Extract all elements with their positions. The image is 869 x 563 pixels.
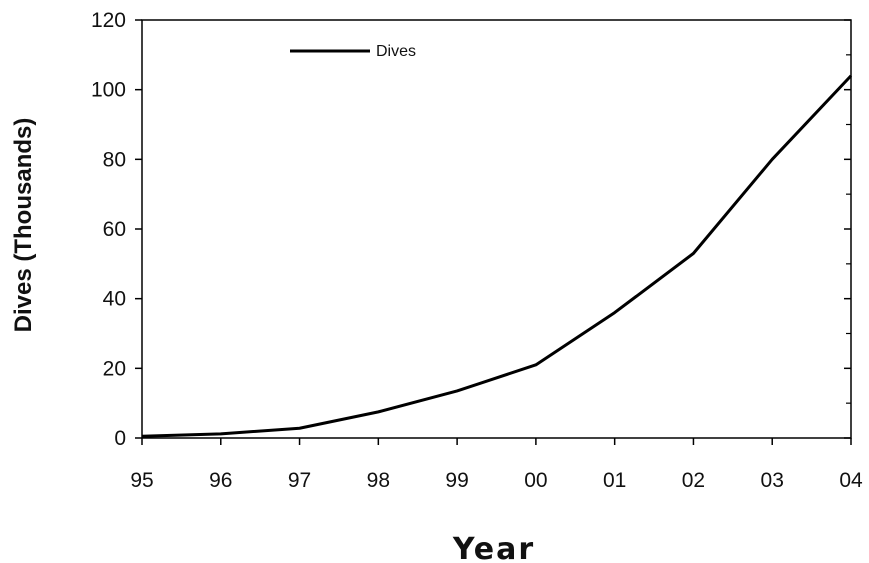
plot-frame	[141, 19, 852, 439]
series-layer	[141, 74, 853, 438]
y-tick-label: 0	[114, 427, 126, 450]
series-line-dives	[141, 74, 853, 438]
legend-label-dives: Dives	[376, 43, 416, 60]
x-tick-label: 02	[682, 469, 705, 492]
axes	[141, 19, 852, 439]
x-tick-label: 95	[130, 469, 153, 492]
x-tick-label: 04	[839, 469, 863, 492]
x-tick-label: 97	[288, 469, 311, 492]
x-axis-label: Year	[452, 532, 535, 563]
y-tick-label: 120	[91, 9, 126, 32]
y-tick-label: 100	[91, 79, 126, 102]
legend: Dives	[290, 43, 416, 60]
x-tick-label: 99	[445, 469, 468, 492]
y-tick-label: 60	[103, 218, 126, 241]
y-tick-label: 40	[103, 288, 126, 311]
x-tick-label: 98	[367, 469, 390, 492]
y-axis-ticks: 0 20 40 60 80 100 120	[91, 9, 851, 450]
x-tick-label: 03	[761, 469, 784, 492]
y-axis-label: Dives (Thousands)	[10, 118, 37, 333]
x-tick-label: 96	[209, 469, 232, 492]
x-tick-label: 01	[603, 469, 626, 492]
x-axis-ticks: 95 96 97 98 99 00 01 02 03 04	[130, 438, 863, 492]
x-tick-label: 00	[524, 469, 547, 492]
y-tick-label: 20	[103, 357, 126, 380]
y-tick-label: 80	[103, 148, 126, 171]
